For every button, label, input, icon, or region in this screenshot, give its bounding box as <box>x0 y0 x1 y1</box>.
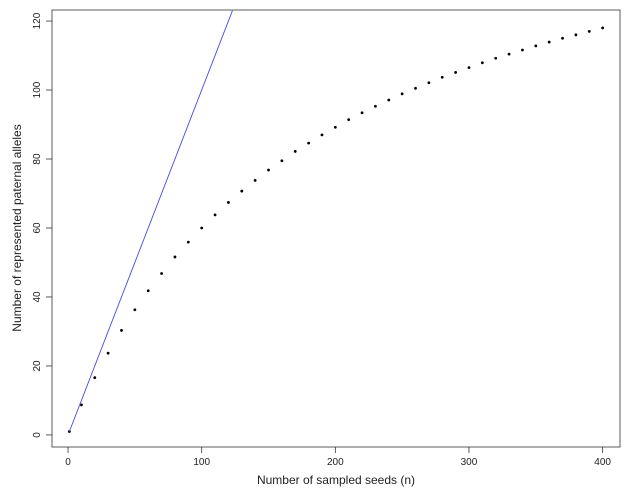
data-point <box>574 33 578 37</box>
y-tick-label: 60 <box>32 222 43 234</box>
data-point <box>427 81 431 85</box>
x-tick-label: 200 <box>327 457 344 468</box>
y-tick-label: 120 <box>32 12 43 29</box>
data-point <box>561 36 564 40</box>
data-point <box>133 308 137 312</box>
data-point <box>601 26 605 30</box>
y-tick-label: 40 <box>32 291 43 303</box>
data-point <box>280 159 284 163</box>
y-tick-label: 100 <box>32 81 43 98</box>
data-point <box>253 178 257 182</box>
data-point <box>160 272 163 275</box>
x-tick-label: 300 <box>461 457 478 468</box>
x-tick-label: 100 <box>193 457 210 468</box>
data-point <box>80 403 83 407</box>
data-point <box>146 289 150 293</box>
y-tick-label: 80 <box>32 153 43 165</box>
data-point <box>267 168 270 172</box>
data-point <box>120 329 123 332</box>
x-tick-label: 400 <box>594 457 611 468</box>
data-point <box>93 376 97 380</box>
data-point <box>480 61 484 65</box>
y-axis-label: Number of represented paternal alleles <box>10 124 24 331</box>
plot-frame <box>51 9 621 448</box>
data-point <box>347 118 351 122</box>
data-point <box>173 255 177 259</box>
data-point <box>387 98 391 102</box>
y-tick-label: 0 <box>32 432 43 438</box>
data-point <box>307 141 311 145</box>
data-point <box>467 66 471 69</box>
data-point <box>507 52 511 56</box>
data-point <box>333 125 337 129</box>
x-axis-label: Number of sampled seeds (n) <box>257 473 415 487</box>
data-point <box>400 92 404 96</box>
data-point <box>440 75 444 79</box>
data-point <box>186 240 190 244</box>
data-point <box>213 213 217 217</box>
data-point <box>494 56 498 60</box>
reference-line <box>68 10 233 432</box>
data-point <box>320 133 324 137</box>
data-point <box>534 44 538 48</box>
data-point <box>587 29 591 33</box>
data-point <box>200 226 204 230</box>
data-point <box>106 351 110 355</box>
data-point <box>227 201 230 204</box>
data-point <box>240 189 244 193</box>
x-tick-label: 0 <box>65 457 71 468</box>
data-point <box>414 86 417 90</box>
data-point <box>293 150 297 153</box>
y-tick-label: 20 <box>32 360 43 372</box>
data-point <box>360 111 364 115</box>
data-point <box>374 104 377 108</box>
data-point <box>454 71 458 74</box>
data-point <box>521 48 524 52</box>
data-point <box>547 40 551 44</box>
